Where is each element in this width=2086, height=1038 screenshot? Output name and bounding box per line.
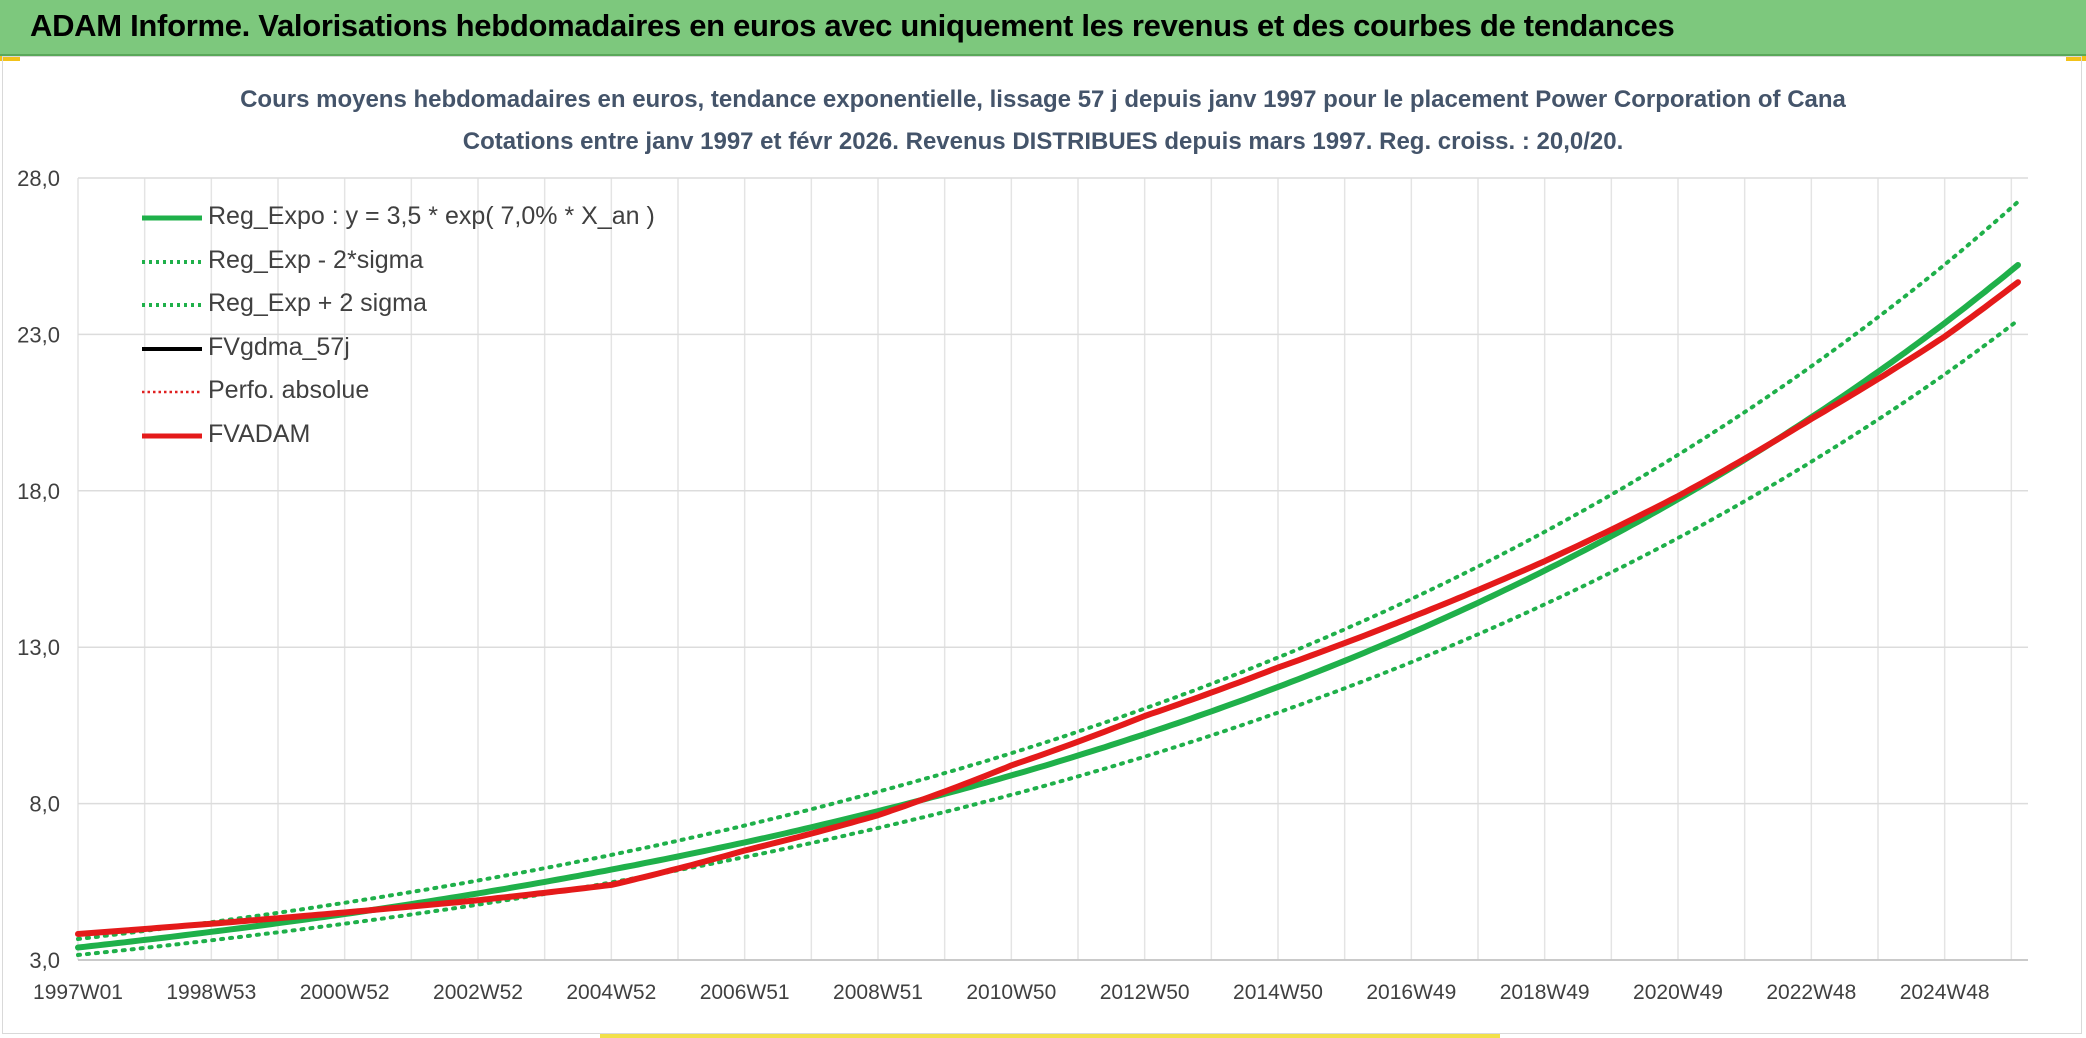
grid-lines	[77, 177, 2028, 961]
series-line-0	[75, 262, 2021, 951]
x-tick-label: 2010W50	[966, 981, 1056, 1004]
series-line-2	[76, 199, 2020, 941]
x-tick-label: 2002W52	[433, 981, 523, 1004]
legend-label-reg-exp-minus: Reg_Exp - 2*sigma	[208, 245, 424, 274]
legend-label-reg-exp-plus: Reg_Exp + 2 sigma	[208, 289, 427, 317]
x-tick-label: 2004W52	[566, 981, 656, 1004]
x-tick-label: 2008W51	[833, 981, 923, 1004]
x-tick-label: 2020W49	[1633, 981, 1723, 1004]
x-tick-label: 2000W52	[300, 981, 390, 1004]
y-tick-label: 18,0	[17, 479, 60, 504]
legend-label-fvgdma: FVgdma_57j	[208, 332, 350, 361]
corner-accent-right	[2066, 56, 2086, 61]
x-tick-label: 2022W48	[1766, 981, 1856, 1004]
y-tick-label: 23,0	[17, 322, 60, 347]
legend-swatch-fvadam	[142, 433, 202, 438]
chart-title-line-1: Cours moyens hebdomadaires en euros, ten…	[240, 86, 1846, 113]
x-tick-label: 2016W49	[1366, 981, 1456, 1004]
y-axis-ticks: 3,0 8,0 13,0 18,0 23,0 28,0	[17, 166, 60, 973]
report-banner: ADAM Informe. Valorisations hebdomadaire…	[0, 0, 2086, 56]
legend-label-fvadam: FVADAM	[208, 419, 311, 448]
legend-swatch-reg-exp-minus	[142, 259, 202, 264]
x-tick-label: 1997W01	[33, 981, 123, 1004]
legend-swatch-reg-exp-plus	[142, 303, 202, 307]
x-axis-ticks: 1997W01 1998W53 2000W52 2002W52 2004W52 2006W…	[33, 981, 1990, 1004]
y-tick-label: 28,0	[17, 166, 60, 191]
y-tick-label: 13,0	[17, 635, 60, 660]
legend-label-perfo-absolue: Perfo. absolue	[208, 376, 370, 404]
series-lines	[75, 199, 2021, 957]
series-line-1	[76, 318, 2020, 957]
x-tick-label: 1998W53	[166, 981, 256, 1004]
report-title: ADAM Informe. Valorisations hebdomadaire…	[30, 8, 1675, 43]
legend-label-reg-expo: Reg_Expo : y = 3,5 * exp( 7,0% * X_an )	[208, 202, 655, 230]
y-tick-label: 3,0	[29, 948, 60, 973]
x-tick-label: 2018W49	[1500, 981, 1590, 1004]
legend-swatch-reg-expo	[142, 215, 202, 221]
x-tick-label: 2012W50	[1100, 981, 1190, 1004]
x-tick-label: 2014W50	[1233, 981, 1323, 1004]
legend-swatch-fvgdma	[142, 346, 202, 351]
x-tick-label: 2006W51	[700, 981, 790, 1004]
chart-title-line-2: Cotations entre janv 1997 et févr 2026. …	[462, 128, 1624, 155]
bottom-accent-bar	[600, 1034, 1500, 1038]
chart-frame	[2, 56, 2082, 1034]
series-line-5	[75, 279, 2021, 937]
legend-swatch-perfo-absolue	[142, 390, 202, 394]
corner-accent-left	[0, 56, 20, 61]
x-tick-label: 2024W48	[1900, 981, 1990, 1004]
y-tick-label: 8,0	[29, 792, 60, 817]
